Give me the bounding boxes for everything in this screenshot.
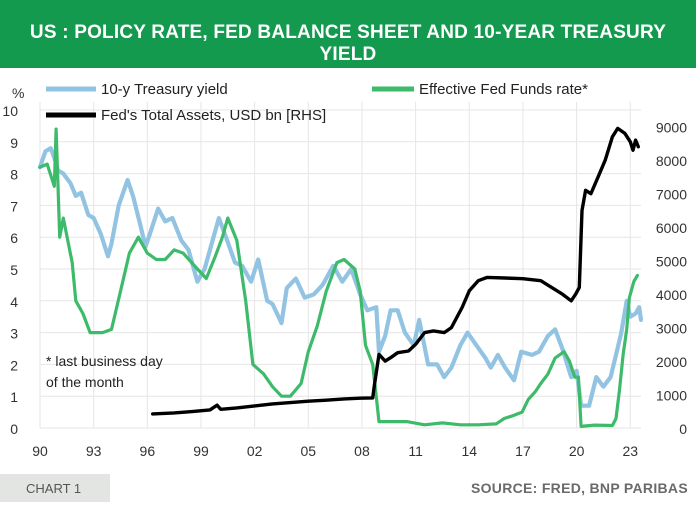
- axes: 012345678910%010002000300040005000600070…: [2, 85, 687, 459]
- left-tick-label: 6: [10, 230, 18, 246]
- left-tick-label: 3: [10, 326, 18, 342]
- x-tick-label: 11: [408, 443, 423, 459]
- legend-label-fedfunds: Effective Fed Funds rate*: [419, 81, 588, 98]
- right-tick-label: 9000: [656, 120, 687, 136]
- right-tick-label: 0: [679, 421, 687, 437]
- series-line-treasury: [37, 146, 644, 408]
- left-tick-label: 5: [10, 262, 18, 278]
- right-tick-label: 5000: [656, 254, 687, 270]
- annotation: * last business day of the month: [46, 353, 163, 390]
- x-tick-label: 96: [140, 443, 156, 459]
- x-tick-label: 08: [354, 443, 370, 459]
- right-tick-label: 3000: [656, 321, 687, 337]
- legend-label-treasury: 10-y Treasury yield: [101, 81, 228, 98]
- grid: [39, 102, 641, 429]
- left-tick-label: 9: [10, 135, 18, 151]
- chart-label: CHART 1: [26, 481, 82, 496]
- x-tick-label: 23: [622, 443, 638, 459]
- annotation-line: of the month: [46, 374, 124, 390]
- x-tick-label: 90: [32, 443, 48, 459]
- left-tick-label: 2: [10, 357, 18, 373]
- left-axis-unit: %: [12, 85, 24, 101]
- chart-title: US : POLICY RATE, FED BALANCE SHEET AND …: [29, 22, 667, 65]
- left-tick-label: 1: [10, 389, 18, 405]
- series-line-assets: [151, 126, 640, 416]
- x-tick-label: 93: [86, 443, 102, 459]
- left-tick-label: 8: [10, 167, 18, 183]
- right-tick-label: 8000: [656, 153, 687, 169]
- series-layer: [37, 126, 644, 428]
- right-tick-label: 1000: [656, 388, 687, 404]
- right-tick-label: 6000: [656, 220, 687, 236]
- left-tick-label: 7: [10, 198, 18, 214]
- right-tick-label: 7000: [656, 187, 687, 203]
- right-tick-label: 4000: [656, 287, 687, 303]
- right-tick-label: 2000: [656, 354, 687, 370]
- x-tick-label: 02: [247, 443, 263, 459]
- chart: 012345678910%010002000300040005000600070…: [2, 81, 687, 459]
- series-line-fedfunds: [38, 127, 639, 428]
- legend: 10-y Treasury yield Effective Fed Funds r…: [46, 81, 588, 124]
- left-tick-label: 10: [2, 103, 18, 119]
- x-tick-label: 05: [301, 443, 317, 459]
- x-tick-label: 17: [515, 443, 531, 459]
- legend-label-assets: Fed's Total Assets, USD bn [RHS]: [101, 107, 326, 124]
- left-tick-label: 4: [10, 294, 18, 310]
- title-banner: US : POLICY RATE, FED BALANCE SHEET AND …: [0, 0, 696, 68]
- x-tick-label: 20: [569, 443, 585, 459]
- annotation-line: * last business day: [46, 353, 163, 369]
- x-tick-label: 14: [461, 443, 477, 459]
- left-tick-label: 0: [10, 421, 18, 437]
- x-tick-label: 99: [193, 443, 209, 459]
- source-note: SOURCE: FRED, BNP PARIBAS: [470, 480, 688, 496]
- chart-label-tag: CHART 1: [0, 474, 110, 502]
